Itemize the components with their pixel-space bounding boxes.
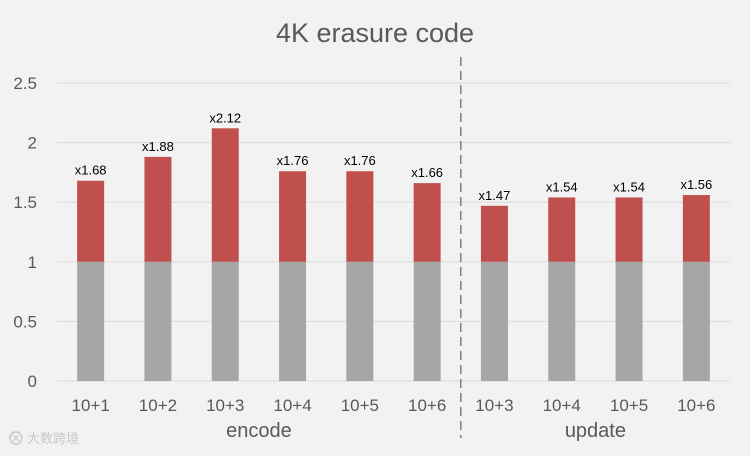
bar-base-segment [682, 261, 710, 381]
y-tick-label: 2 [28, 134, 37, 153]
x-axis: 10+1 10+2 10+3 10+4 10+5 10+6 10+3 10+4 10+5 10+6 [72, 396, 716, 415]
x-tick-label: 10+4 [543, 396, 581, 415]
y-tick-label: 1 [28, 253, 37, 272]
x-tick-label: 10+3 [475, 396, 513, 415]
y-axis: 0 0.5 1 1.5 2 2.5 [13, 74, 37, 391]
bar-overhead-segment [144, 156, 172, 262]
x-tick-label: 10+4 [273, 396, 311, 415]
data-label: x1.54 [613, 179, 645, 194]
data-labels: x1.68 x1.88 x2.12 x1.76 x1.76 x1.66 x1.47 x1.54… [75, 110, 713, 202]
y-tick-label: 2.5 [13, 74, 37, 93]
bars [77, 128, 710, 381]
y-tick-label: 1.5 [13, 193, 37, 212]
bar-base-segment [279, 261, 307, 381]
bar-overhead-segment [615, 197, 643, 262]
bar-overhead-segment [346, 171, 374, 262]
bar-overhead-segment [77, 180, 105, 262]
x-tick-label: 10+5 [341, 396, 379, 415]
data-label: x1.88 [142, 139, 174, 154]
data-label: x1.47 [479, 188, 511, 203]
data-label: x1.68 [75, 163, 107, 178]
bar-base-segment [144, 261, 172, 381]
x-tick-label: 10+3 [206, 396, 244, 415]
bar-overhead-segment [413, 183, 441, 262]
bar-base-segment [211, 261, 239, 381]
bar-base-segment [77, 261, 105, 381]
bar-base-segment [615, 261, 643, 381]
watermark-text: 大数跨境 [27, 432, 79, 447]
x-tick-label: 10+5 [610, 396, 648, 415]
x-tick-label: 10+6 [408, 396, 446, 415]
y-tick-label: 0.5 [13, 312, 37, 331]
bar-overhead-segment [211, 128, 239, 262]
group-labels: encode update [226, 57, 626, 442]
bar-overhead-segment [480, 205, 508, 262]
bar-base-segment [413, 261, 441, 381]
data-label: x1.66 [411, 165, 443, 180]
x-tick-label: 10+6 [677, 396, 715, 415]
bar-base-segment [480, 261, 508, 381]
group-label: encode [226, 420, 292, 442]
data-label: x2.12 [209, 110, 241, 125]
data-label: x1.54 [546, 179, 578, 194]
logo-icon [9, 431, 23, 445]
bar-base-segment [346, 261, 374, 381]
bar-base-segment [548, 261, 576, 381]
bar-overhead-segment [682, 195, 710, 262]
bar-overhead-segment [548, 197, 576, 262]
bar-overhead-segment [279, 171, 307, 262]
data-label: x1.76 [344, 153, 376, 168]
x-tick-label: 10+1 [72, 396, 110, 415]
y-tick-label: 0 [28, 372, 37, 391]
watermark: 大数跨境 [9, 431, 79, 447]
data-label: x1.76 [277, 153, 309, 168]
data-label: x1.56 [680, 177, 712, 192]
x-tick-label: 10+2 [139, 396, 177, 415]
group-label: update [565, 420, 626, 442]
chart-title: 4K erasure code [276, 18, 474, 48]
